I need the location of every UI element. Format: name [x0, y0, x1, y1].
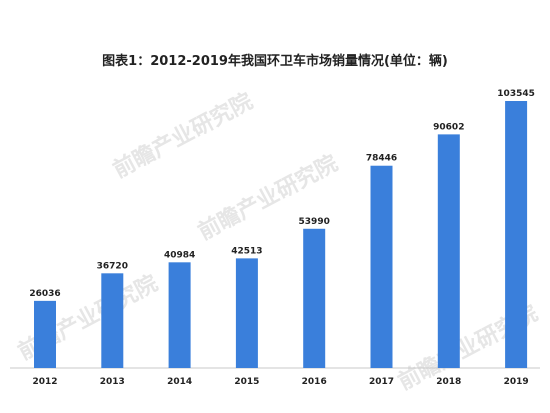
bar-2019: [505, 101, 528, 368]
data-label-2015: 42513: [231, 246, 262, 256]
bar-2012: [34, 300, 56, 368]
x-tick-label-2017: 2017: [369, 377, 394, 387]
data-label-2016: 53990: [299, 217, 330, 227]
bar-2015: [235, 258, 258, 368]
bar-2013: [101, 273, 124, 368]
data-label-2017: 78446: [366, 154, 397, 164]
data-label-2014: 40984: [164, 250, 195, 260]
bar-2018: [437, 134, 460, 368]
chart-title: 图表1：2012-2019年我国环卫车市场销量情况(单位：辆): [102, 54, 448, 69]
x-tick-label-2016: 2016: [302, 377, 327, 387]
bar-2017: [370, 165, 393, 368]
x-tick-label-2019: 2019: [504, 377, 529, 387]
x-tick-label-2013: 2013: [100, 377, 125, 387]
x-tick-label-2015: 2015: [234, 377, 259, 387]
data-label-2018: 90602: [433, 122, 464, 132]
bar-2014: [168, 262, 191, 368]
data-label-2013: 36720: [97, 261, 128, 271]
x-tick-label-2018: 2018: [436, 377, 461, 387]
x-tick-label-2014: 2014: [167, 377, 192, 387]
bar-2016: [303, 228, 326, 368]
x-tick-label-2012: 2012: [32, 377, 57, 387]
data-label-2019: 103545: [497, 89, 535, 99]
data-label-2012: 26036: [29, 289, 60, 299]
